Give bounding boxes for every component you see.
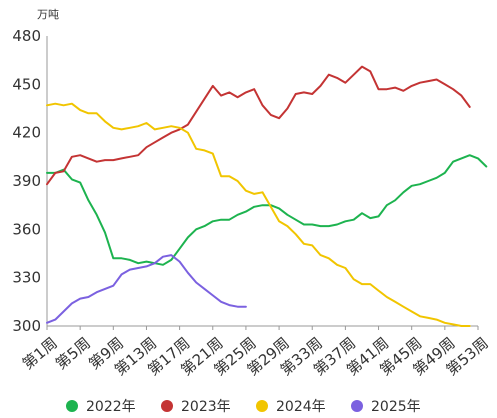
legend: 2022年 2023年 2024年 2025年 — [66, 399, 421, 415]
x-tick-label: 第1周 — [19, 334, 61, 373]
series-lines — [46, 65, 488, 327]
legend-marker — [351, 400, 363, 412]
series-line-2025年 — [46, 254, 247, 324]
y-tick-label: 390 — [12, 172, 41, 190]
y-tick-label: 480 — [12, 27, 41, 45]
y-tick-label: 450 — [12, 75, 41, 93]
legend-label: 2025年 — [371, 399, 421, 415]
legend-label: 2023年 — [181, 399, 231, 415]
series-line-2023年 — [46, 65, 471, 186]
legend-marker — [256, 400, 268, 412]
y-tick-label: 420 — [12, 124, 41, 142]
y-tick-label: 300 — [12, 317, 41, 335]
y-tick-label: 330 — [12, 269, 41, 287]
x-tick-label: 第5周 — [52, 334, 94, 373]
series-line-2024年 — [46, 102, 471, 327]
legend-label: 2024年 — [276, 399, 326, 415]
x-axis: 第1周第5周第9周第13周第17周第21周第25周第29周第33周第37周第41… — [19, 326, 492, 379]
legend-label: 2022年 — [86, 399, 136, 415]
y-axis-unit: 万吨 — [37, 8, 59, 21]
series-line-2022年 — [46, 154, 488, 266]
legend-marker — [161, 400, 173, 412]
legend-marker — [66, 400, 78, 412]
y-tick-label: 360 — [12, 220, 41, 238]
y-axis: 300 330 360 390 420 450 480 — [12, 27, 48, 335]
